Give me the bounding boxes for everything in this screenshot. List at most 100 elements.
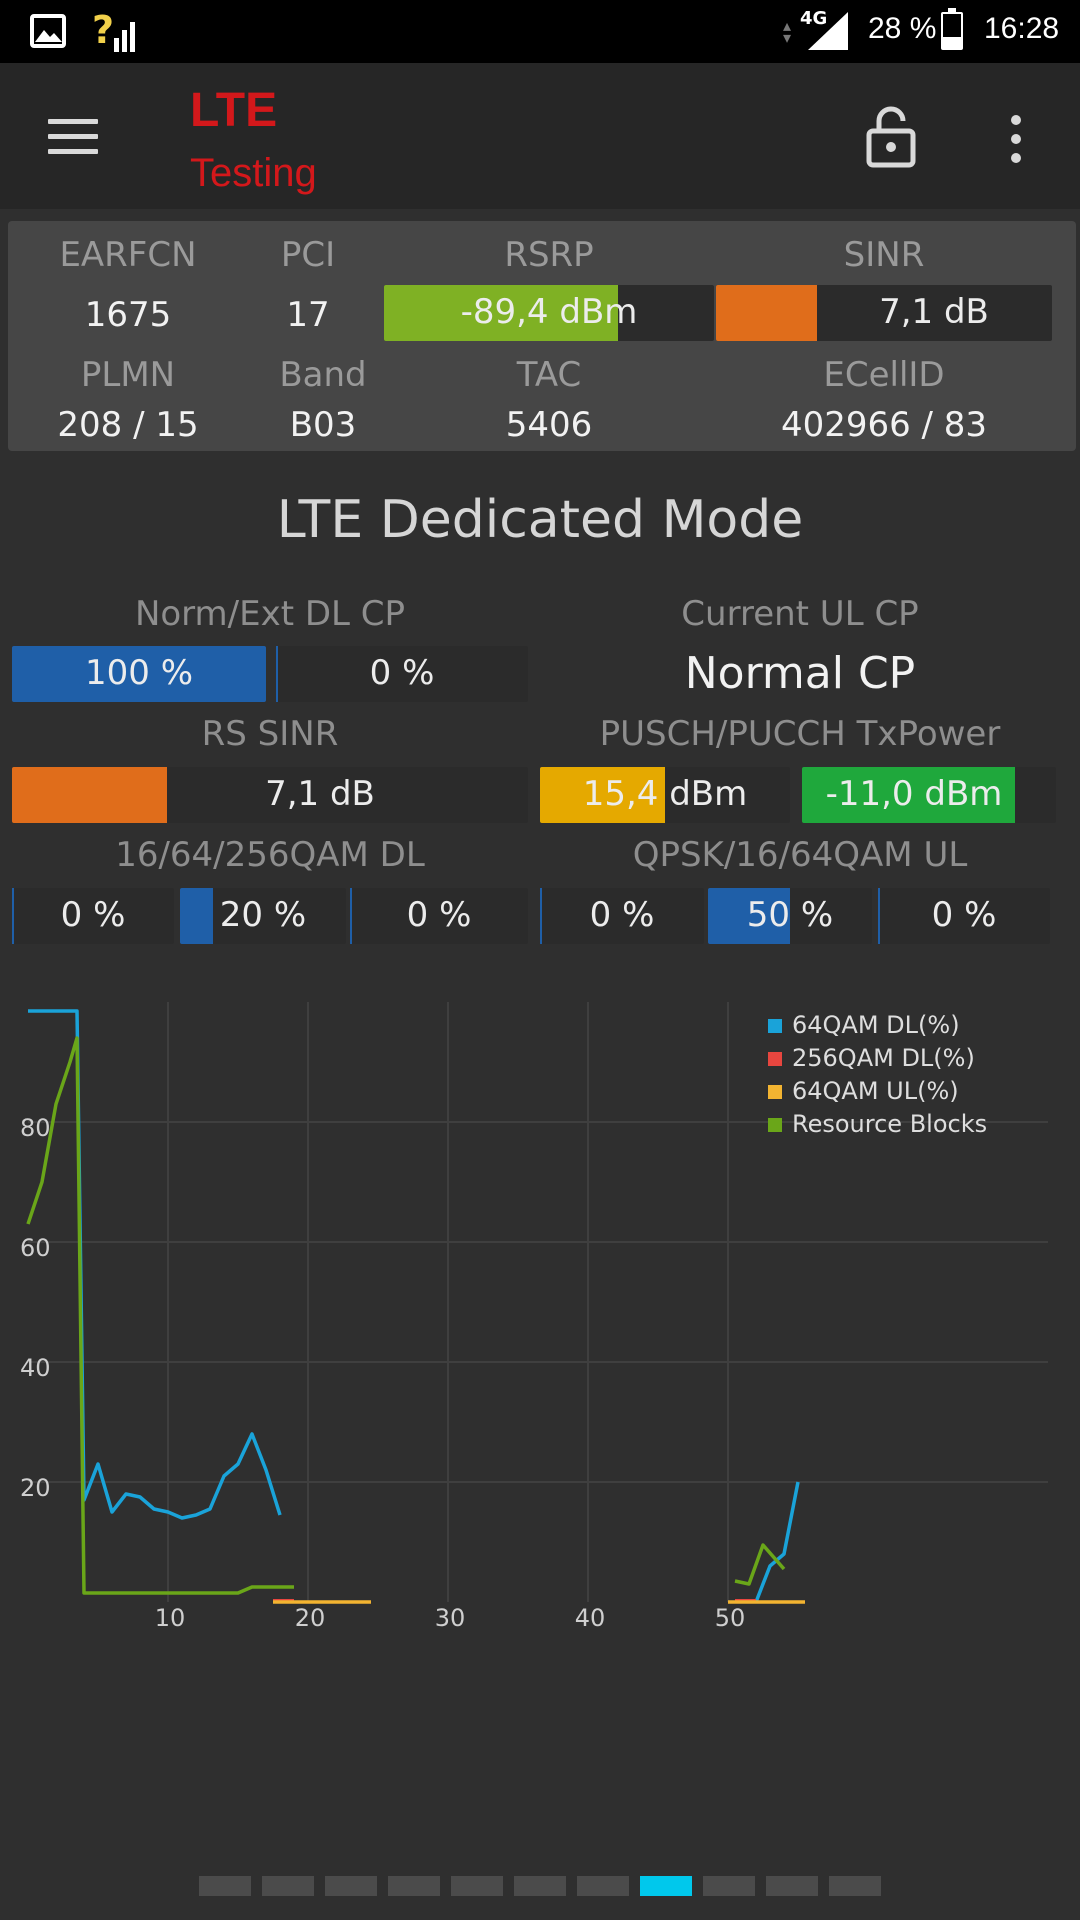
cell-signal-icon xyxy=(808,12,848,50)
ecellid-value: 402966 / 83 xyxy=(780,405,988,445)
page-dot[interactable] xyxy=(703,1876,755,1896)
pusch-txpower-fill xyxy=(540,767,665,823)
legend-swatch xyxy=(768,1118,782,1132)
legend-swatch xyxy=(768,1019,782,1033)
network-type: 4G xyxy=(800,8,828,29)
series-line-1 xyxy=(28,1009,800,1603)
ecellid-label: ECellID xyxy=(823,355,945,395)
page-dot[interactable] xyxy=(325,1876,377,1896)
signal-unknown-icon: ? xyxy=(92,8,140,54)
dl-normal-cp-bar: 100 % xyxy=(12,646,266,702)
rsrp-label: RSRP xyxy=(504,235,594,275)
qam-dl-256-bar: 0 % xyxy=(350,888,528,944)
x-tick-label: 20 xyxy=(295,1604,326,1630)
rsrp-bar-fill xyxy=(384,285,619,341)
series-line-4 xyxy=(26,1036,786,1595)
band-label: Band xyxy=(279,355,367,395)
divider xyxy=(276,646,278,702)
page-dot[interactable] xyxy=(262,1876,314,1896)
page-dot[interactable] xyxy=(640,1876,692,1896)
txpower-label: PUSCH/PUCCH TxPower xyxy=(599,714,1001,754)
page-dot[interactable] xyxy=(766,1876,818,1896)
dl-extended-cp-value: 0 % xyxy=(369,653,435,693)
page-dot[interactable] xyxy=(514,1876,566,1896)
y-tick-label: 80 xyxy=(20,1114,51,1142)
qam-ul-16-fill xyxy=(708,888,790,944)
dl-normal-cp-fill xyxy=(12,646,266,702)
qam-dl-64-fill xyxy=(180,888,214,944)
pucch-txpower-fill xyxy=(802,767,1016,823)
ul-cp-label: Current UL CP xyxy=(681,594,919,634)
legend-swatch xyxy=(768,1052,782,1066)
pusch-txpower-bar: 15,4 dBm xyxy=(540,767,790,823)
plmn-value: 208 / 15 xyxy=(57,405,199,445)
qam-ul-64-bar: 0 % xyxy=(878,888,1050,944)
y-tick-label: 20 xyxy=(20,1474,51,1502)
page-dot[interactable] xyxy=(829,1876,881,1896)
qam-ul-16-bar: 50 % xyxy=(708,888,872,944)
pci-value: 17 xyxy=(286,295,330,335)
page-dot[interactable] xyxy=(451,1876,503,1896)
dl-normal-cp-value: 100 % xyxy=(84,653,193,693)
rsrp-bar: -89,4 dBm xyxy=(384,285,714,341)
rs-sinr-bar: 7,1 dB xyxy=(12,767,528,823)
divider xyxy=(540,888,542,944)
legend-swatch xyxy=(768,1085,782,1099)
more-vert-icon[interactable] xyxy=(1008,115,1024,163)
y-tick-label: 40 xyxy=(20,1354,51,1382)
battery-percent: 28 % xyxy=(868,12,937,45)
pusch-txpower-value: 15,4 dBm xyxy=(582,774,748,814)
page-indicator xyxy=(0,1876,1080,1896)
x-tick-label: 30 xyxy=(435,1604,466,1630)
cell-info-panel: EARFCN 1675 PCI 17 RSRP -89,4 dBm SINR 7… xyxy=(8,221,1076,451)
qam-dl-64-bar: 20 % xyxy=(180,888,346,944)
rs-sinr-label: RS SINR xyxy=(201,714,339,754)
page-title: LTE Dedicated Mode xyxy=(276,490,804,550)
legend-label: 64QAM DL(%) xyxy=(792,1011,960,1039)
page-dot[interactable] xyxy=(199,1876,251,1896)
divider xyxy=(878,888,880,944)
qam-ul-label: QPSK/16/64QAM UL xyxy=(632,835,968,875)
legend-label: 256QAM DL(%) xyxy=(792,1044,975,1072)
pucch-txpower-value: -11,0 dBm xyxy=(825,774,1003,814)
earfcn-label: EARFCN xyxy=(59,235,197,275)
dl-cp-label: Norm/Ext DL CP xyxy=(134,594,406,634)
sinr-bar-fill xyxy=(716,285,817,341)
pci-label: PCI xyxy=(280,235,336,275)
rs-sinr-fill xyxy=(12,767,167,823)
qam-dl-label: 16/64/256QAM DL xyxy=(115,835,425,875)
qam-ul-16-value: 50 % xyxy=(746,895,834,935)
rs-sinr-value: 7,1 dB xyxy=(265,774,375,814)
ul-cp-value: Normal CP xyxy=(684,648,916,699)
qam-dl-16-bar: 0 % xyxy=(12,888,174,944)
lock-icon[interactable] xyxy=(866,103,916,169)
qam-dl-16-value: 0 % xyxy=(60,895,126,935)
page-dot[interactable] xyxy=(388,1876,440,1896)
x-tick-label: 50 xyxy=(715,1604,746,1630)
qam-dl-256-value: 0 % xyxy=(406,895,472,935)
menu-icon[interactable] xyxy=(48,119,98,155)
pucch-txpower-bar: -11,0 dBm xyxy=(802,767,1056,823)
band-value: B03 xyxy=(289,405,357,445)
app-subtitle: Testing xyxy=(190,151,317,195)
x-tick-label: 40 xyxy=(575,1604,606,1630)
app-bar: LTE Testing xyxy=(0,63,1080,209)
earfcn-value: 1675 xyxy=(84,295,172,335)
data-arrows-icon: ▴ ▾ xyxy=(783,16,792,47)
app-title: LTE xyxy=(190,84,278,137)
sinr-label: SINR xyxy=(843,235,925,275)
qam-ul-qpsk-bar: 0 % xyxy=(540,888,704,944)
legend-label: Resource Blocks xyxy=(792,1110,987,1138)
qam-ul-qpsk-value: 0 % xyxy=(589,895,655,935)
tac-label: TAC xyxy=(516,355,582,395)
divider xyxy=(12,888,14,944)
page-dot[interactable] xyxy=(577,1876,629,1896)
plmn-label: PLMN xyxy=(80,355,176,395)
sinr-value: 7,1 dB xyxy=(879,292,989,332)
sinr-bar: 7,1 dB xyxy=(716,285,1052,341)
divider xyxy=(350,888,352,944)
tac-value: 5406 xyxy=(505,405,593,445)
qam-dl-64-value: 20 % xyxy=(219,895,307,935)
y-tick-label: 60 xyxy=(20,1234,51,1262)
dl-extended-cp-bar: 0 % xyxy=(276,646,528,702)
